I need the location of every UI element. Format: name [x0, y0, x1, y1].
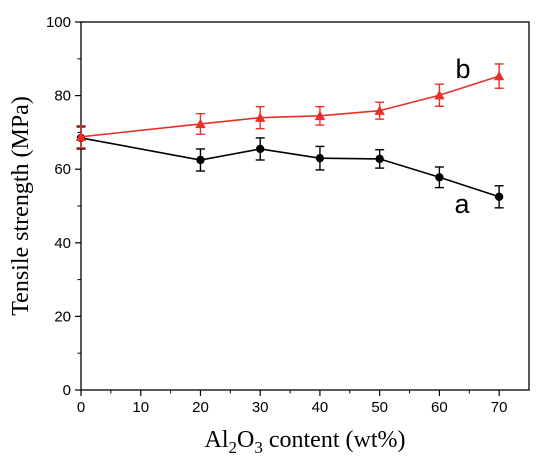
x-axis-title-subscript: 3 — [254, 438, 263, 457]
data-point — [256, 144, 265, 154]
y-tick-label: 100 — [46, 14, 71, 31]
series-b: b — [75, 54, 505, 149]
y-axis-title: Tensile strength (MPa) — [8, 96, 34, 316]
x-axis-title: Al2O3 content (wt%) — [205, 427, 406, 457]
series-label-b: b — [455, 54, 470, 84]
x-tick-label: 20 — [192, 399, 209, 416]
x-tick-label: 0 — [77, 399, 85, 416]
data-point — [195, 118, 206, 129]
data-point — [75, 131, 87, 141]
data-point — [434, 90, 445, 100]
x-axis-title-part: Al — [205, 427, 229, 453]
data-point — [374, 105, 385, 115]
x-tick-label: 60 — [431, 399, 448, 416]
x-axis-title-part: O — [237, 427, 254, 453]
y-tick-label: 40 — [54, 235, 71, 252]
data-point — [255, 112, 266, 122]
data-point — [196, 155, 205, 165]
x-axis-title-part: content (wt%) — [263, 427, 406, 453]
y-tick-label: 0 — [63, 382, 71, 399]
x-tick-label: 30 — [252, 399, 269, 416]
data-point — [375, 154, 384, 164]
data-point — [493, 70, 505, 81]
x-tick-label: 70 — [491, 399, 508, 416]
data-point — [315, 153, 325, 163]
series-a: a — [76, 126, 504, 219]
y-tick-label: 60 — [54, 161, 71, 178]
data-point — [435, 173, 444, 182]
x-tick-label: 40 — [312, 399, 329, 416]
y-axis: 0 20 40 60 80 100 — [46, 14, 81, 399]
series-label-a: a — [454, 189, 470, 219]
y-tick-label: 80 — [54, 88, 71, 105]
x-axis-title-subscript: 2 — [229, 438, 238, 457]
x-axis: 0 10 20 30 40 50 60 70 — [77, 390, 508, 416]
x-tick-label: 10 — [132, 399, 149, 416]
y-tick-label: 20 — [54, 308, 71, 325]
series-layer: ab — [75, 54, 505, 219]
data-point — [314, 110, 326, 120]
data-point — [494, 192, 504, 201]
x-tick-label: 50 — [371, 399, 388, 416]
